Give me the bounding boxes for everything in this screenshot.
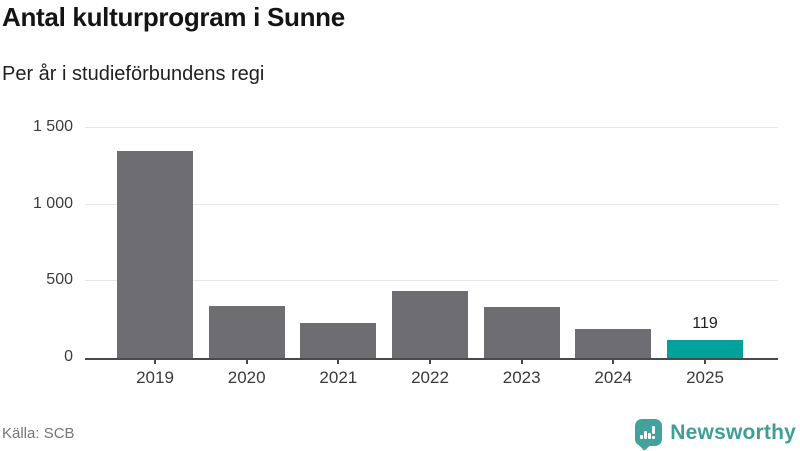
x-tick-label-2025: 2025 (686, 368, 724, 387)
bar-2020 (208, 305, 285, 358)
y-tick-label: 1 500 (32, 118, 73, 135)
bar-chart: 0 500 1 000 1 500 2019 2020 2021 2022 2023 2024 20… (0, 100, 800, 400)
x-tick-label-2019: 2019 (136, 368, 174, 387)
plot-area: 0 500 1 000 1 500 2019 2020 2021 2022 2023 2024 20… (33, 118, 778, 387)
y-tick-label: 1 000 (32, 194, 73, 212)
x-tick (520, 358, 523, 364)
x-tick-label-2022: 2022 (411, 368, 449, 387)
gridline-1500 (85, 127, 778, 128)
mini-bar-icon (640, 435, 644, 439)
bar-2024 (575, 328, 652, 358)
bar-2022 (392, 291, 468, 358)
newsworthy-bubble-icon (635, 419, 663, 451)
gridline-1000 (85, 203, 778, 205)
x-tick (704, 358, 707, 364)
newsworthy-logo[interactable]: Newsworthy (635, 419, 796, 451)
chart-subtitle: Per år i studieförbundens regi (2, 63, 265, 85)
brand-name: Newsworthy (670, 420, 796, 444)
x-tick-label-2024: 2024 (594, 368, 633, 387)
y-tick-label: 500 (46, 271, 73, 289)
footer: Källa: SCB Newsworthy (0, 400, 800, 451)
x-tick (245, 358, 248, 364)
bar-2025 (667, 339, 744, 358)
x-tick (337, 358, 340, 364)
bubble-tail (638, 438, 652, 451)
bar-2021 (300, 322, 377, 358)
chart-title: Antal kulturprogram i Sunne (2, 2, 345, 32)
mini-bar-icon (644, 431, 648, 439)
x-axis-line (85, 358, 778, 360)
gridline-500 (85, 280, 778, 282)
exclamation-stem-icon (652, 426, 656, 434)
x-tick-label-2021: 2021 (319, 368, 358, 387)
bar-2019 (117, 151, 193, 358)
bar-value-label: 119 (692, 314, 718, 332)
x-tick (154, 358, 156, 364)
x-tick (429, 358, 431, 364)
y-tick-label: 0 (64, 348, 73, 365)
exclamation-dot-icon (652, 436, 656, 439)
x-tick (612, 358, 615, 364)
mini-bar-icon (648, 433, 652, 439)
bar-2023 (483, 306, 560, 358)
source-label: Källa: SCB (2, 425, 75, 442)
x-tick-label-2023: 2023 (502, 368, 541, 387)
x-tick-label-2020: 2020 (227, 368, 266, 387)
